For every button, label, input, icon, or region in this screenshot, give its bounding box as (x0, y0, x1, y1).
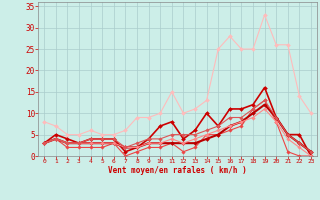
X-axis label: Vent moyen/en rafales ( km/h ): Vent moyen/en rafales ( km/h ) (108, 166, 247, 175)
